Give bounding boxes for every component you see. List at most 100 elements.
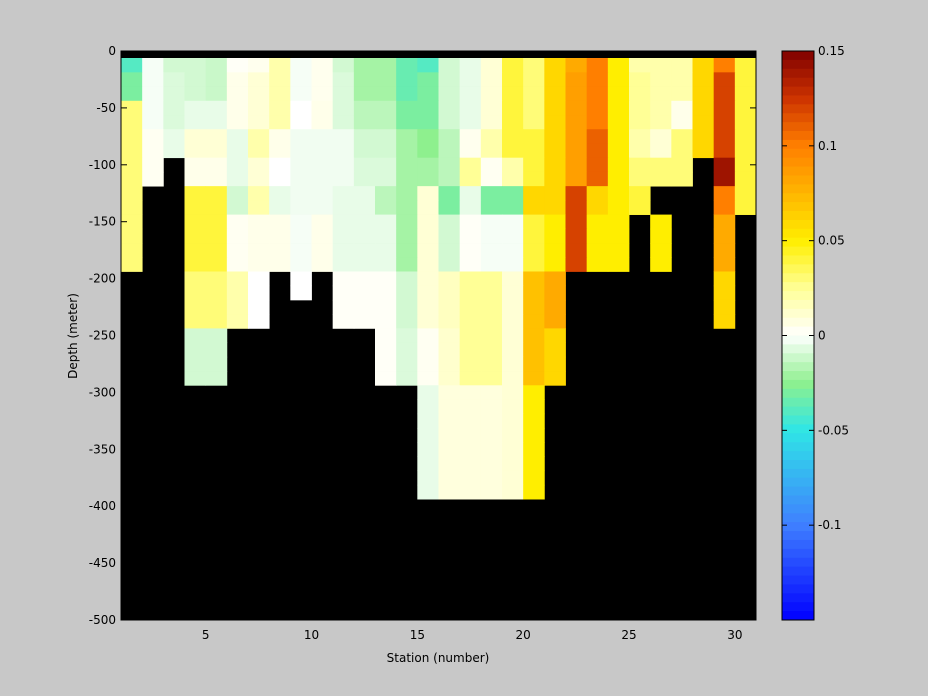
heatmap-cell — [417, 371, 439, 386]
heatmap-cell — [650, 129, 672, 144]
heatmap-cell — [502, 157, 524, 173]
heatmap-cell — [353, 115, 376, 130]
heatmap-cell — [459, 399, 482, 415]
heatmap-cell — [375, 59, 397, 73]
heatmap-cell — [248, 143, 270, 159]
heatmap-cell — [502, 214, 524, 230]
heatmap-cell — [523, 427, 545, 443]
heatmap-cell — [544, 186, 566, 201]
heatmap-cell — [480, 171, 503, 187]
heatmap-cell — [417, 186, 439, 201]
heatmap-cell — [544, 299, 566, 315]
heatmap-cell — [332, 299, 355, 315]
heatmap-cell — [523, 86, 545, 102]
heatmap-cell — [565, 228, 588, 244]
heatmap-cell — [121, 171, 143, 187]
heatmap-cell — [629, 100, 651, 116]
heatmap-cell — [502, 171, 524, 187]
heatmap-cell — [502, 200, 524, 215]
heatmap-cell — [205, 115, 228, 130]
heatmap-cell — [226, 314, 249, 329]
heatmap-cell — [480, 257, 503, 272]
heatmap-cell — [396, 314, 418, 329]
heatmap-cell — [226, 86, 249, 102]
heatmap-cell — [459, 59, 482, 73]
colorbar-segment — [782, 388, 814, 399]
heatmap-cell — [480, 143, 503, 159]
heatmap-cell — [163, 143, 185, 159]
heatmap-cell — [607, 115, 630, 130]
colorbar-segment — [782, 68, 814, 79]
heatmap-cell — [248, 157, 270, 173]
heatmap-cell — [565, 100, 588, 116]
heatmap-cell — [565, 143, 588, 159]
heatmap-cell — [121, 186, 143, 201]
heatmap-cell — [650, 59, 672, 73]
heatmap-cell — [226, 214, 249, 230]
heatmap-cell — [184, 299, 207, 315]
heatmap-cell — [290, 171, 312, 187]
heatmap-cell — [290, 257, 312, 272]
heatmap-cell — [713, 257, 736, 272]
heatmap-cell — [311, 228, 334, 244]
x-tick-label: 10 — [304, 628, 319, 642]
heatmap-cell — [502, 285, 524, 301]
surface-band — [121, 51, 756, 58]
heatmap-cell — [438, 342, 461, 358]
heatmap-cell — [248, 200, 270, 215]
heatmap-cell — [417, 314, 439, 329]
colorbar-segment — [782, 451, 814, 461]
heatmap-cell — [205, 328, 228, 344]
heatmap-cell — [226, 115, 249, 130]
heatmap-cell — [502, 186, 524, 201]
heatmap-cell — [290, 59, 312, 73]
heatmap-cell — [269, 72, 291, 87]
heatmap-cell — [480, 328, 503, 344]
heatmap-cell — [502, 371, 524, 386]
heatmap-cell — [163, 115, 185, 130]
colorbar-segment — [782, 566, 814, 577]
heatmap-cell — [565, 115, 588, 130]
colorbar-segment — [782, 184, 814, 194]
heatmap-cell — [375, 129, 397, 144]
heatmap-cell — [502, 129, 524, 144]
heatmap-cell — [459, 214, 482, 230]
heatmap-cell — [734, 100, 757, 116]
heatmap-cell — [586, 115, 609, 130]
heatmap-cell — [438, 72, 461, 87]
colorbar-segment — [782, 291, 814, 301]
heatmap-cell — [650, 143, 672, 159]
heatmap-cell — [502, 299, 524, 315]
heatmap-cell — [607, 143, 630, 159]
heatmap-cell — [544, 72, 566, 87]
heatmap-cell — [544, 214, 566, 230]
heatmap-cell — [205, 342, 228, 358]
heatmap-cell — [353, 186, 376, 201]
heatmap-cell — [480, 442, 503, 457]
heatmap-cell — [396, 214, 418, 230]
heatmap-cell — [353, 228, 376, 244]
heatmap-cell — [205, 86, 228, 102]
heatmap-cell — [353, 171, 376, 187]
heatmap-cell — [417, 484, 439, 500]
heatmap-cell — [438, 157, 461, 173]
heatmap-cell — [248, 171, 270, 187]
heatmap-cell — [565, 157, 588, 173]
heatmap-cell — [396, 200, 418, 215]
colorbar-segment — [782, 255, 814, 265]
heatmap-cell — [396, 371, 418, 386]
heatmap-cell — [375, 72, 397, 87]
heatmap-cell — [375, 314, 397, 329]
heatmap-cell — [650, 171, 672, 187]
heatmap-cell — [734, 72, 757, 87]
heatmap-cell — [713, 200, 736, 215]
heatmap-cell — [671, 100, 693, 116]
heatmap-cell — [692, 72, 715, 87]
heatmap-cell — [290, 143, 312, 159]
heatmap-cell — [607, 157, 630, 173]
heatmap-cell — [671, 72, 693, 87]
heatmap-cell — [248, 257, 270, 272]
heatmap-cell — [480, 299, 503, 315]
heatmap-cell — [375, 157, 397, 173]
heatmap-cell — [502, 86, 524, 102]
